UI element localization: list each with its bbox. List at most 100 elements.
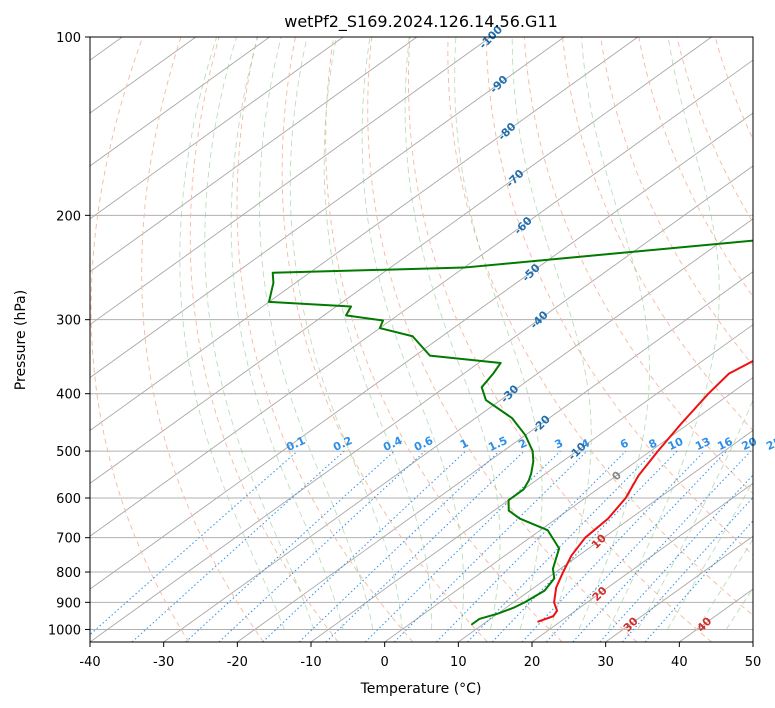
- isotherm-line: [237, 271, 753, 642]
- isotherm-line: [458, 429, 753, 642]
- moist-adiabat-line: [696, 538, 753, 630]
- isotherm-line: [605, 535, 753, 642]
- mixing-ratio-line: [491, 450, 678, 642]
- moist-adiabat-line: [637, 399, 753, 630]
- isotherm-label: 20: [590, 584, 610, 604]
- mixing-ratio-label: 10: [666, 435, 686, 453]
- y-tick-label: 900: [56, 596, 81, 611]
- plot-frame: [89, 36, 754, 643]
- mixing-ratio-line: [90, 450, 298, 636]
- x-tick-label: -30: [153, 655, 174, 670]
- mixing-ratio-label: 8: [647, 436, 659, 451]
- isotherm-label: -20: [530, 412, 553, 435]
- isotherm-label: -80: [495, 120, 518, 143]
- isotherm-line: [90, 59, 753, 537]
- x-tick-label: -10: [300, 655, 321, 670]
- isotherm-line: [90, 37, 491, 326]
- dry-adiabat-line: [281, 37, 488, 642]
- y-tick-label: 800: [56, 566, 81, 581]
- moist-adiabat-line: [404, 37, 501, 630]
- y-tick-label: 600: [56, 492, 81, 507]
- isotherm-label: 30: [621, 614, 641, 634]
- x-tick-label: 30: [597, 655, 614, 670]
- mixing-ratio-line: [599, 474, 753, 642]
- x-tick-label: -20: [227, 655, 248, 670]
- dry-adiabat-line: [600, 37, 753, 367]
- dry-adiabat-line: [523, 37, 753, 495]
- moist-adiabat-line: [511, 37, 592, 630]
- moist-adiabat-line: [179, 37, 285, 630]
- chart-title: wetPf2_S169.2024.126.14.56.G11: [284, 12, 558, 32]
- x-axis-label: Temperature (°C): [360, 681, 482, 697]
- isotherm-line: [310, 324, 753, 642]
- mixing-ratio-line: [545, 450, 727, 642]
- dry-adiabat-line: [236, 37, 414, 642]
- y-tick-label: 100: [56, 31, 81, 46]
- y-tick-label: 500: [56, 445, 81, 460]
- dry-adiabat-line: [447, 37, 753, 616]
- dry-adiabat-line: [325, 37, 563, 642]
- isotherm-label: -30: [498, 382, 521, 405]
- dry-adiabat-line: [407, 37, 712, 642]
- isotherm-line: [384, 376, 753, 642]
- x-tick-label: -40: [79, 655, 100, 670]
- mixing-ratio-line: [467, 450, 655, 642]
- isotherm-label: 40: [694, 614, 714, 634]
- y-tick-label: 1000: [48, 623, 81, 638]
- moist-adiabat-line: [204, 37, 315, 630]
- x-tick-label: 10: [450, 655, 467, 670]
- mixing-ratio-line: [436, 450, 627, 642]
- dry-adiabat-line: [562, 37, 753, 432]
- moist-adiabat-line: [259, 37, 374, 630]
- y-tick-label: 700: [56, 532, 81, 547]
- mixing-ratio-line: [262, 450, 467, 642]
- y-axis-label: Pressure (hPa): [13, 290, 29, 390]
- isotherm-line: [679, 588, 753, 642]
- isotherm-label: -60: [512, 214, 535, 237]
- x-tick-label: 0: [381, 655, 389, 670]
- mixing-ratio-label: 16: [715, 435, 735, 453]
- dry-adiabat-line: [367, 37, 638, 642]
- mixing-ratio-line: [131, 450, 345, 642]
- mixing-ratio-line: [644, 520, 753, 642]
- isotherm-line: [90, 37, 418, 273]
- moist-adiabat-line: [578, 37, 650, 630]
- y-tick-label: 300: [56, 314, 81, 329]
- mixing-ratio-label: 25: [764, 435, 775, 453]
- isotherm-line: [90, 37, 639, 431]
- y-tick-label: 200: [56, 209, 81, 224]
- isotherm-line: [90, 37, 197, 114]
- mixing-ratio-line: [218, 450, 426, 642]
- dry-adiabat-line: [90, 37, 190, 642]
- isotherm-line: [90, 37, 344, 220]
- mixing-ratio-line: [185, 450, 395, 642]
- isotherm-line: [90, 37, 712, 484]
- moist-adiabat-line: [608, 37, 720, 630]
- mixing-ratio-label: 3: [553, 436, 565, 451]
- isotherm-line: [163, 218, 753, 642]
- isotherm-line: [752, 641, 753, 642]
- mixing-ratio-label: 6: [618, 436, 631, 451]
- isotherm-line: [90, 37, 270, 167]
- isotherm-label: -70: [503, 167, 526, 190]
- x-tick-label: 50: [745, 655, 762, 670]
- moist-adiabat-line: [454, 37, 543, 630]
- mixing-ratio-line: [393, 450, 588, 642]
- isotherm-line: [531, 482, 753, 642]
- x-tick-label: 40: [671, 655, 688, 670]
- mixing-ratio-line: [325, 450, 525, 642]
- isotherm-label: 0: [609, 468, 624, 483]
- mixing-ratio-label: 13: [693, 435, 712, 453]
- mixing-ratio-line: [298, 450, 500, 642]
- dry-adiabat-line: [676, 37, 753, 224]
- isotherm-line: [90, 165, 753, 642]
- mixing-ratio-line: [572, 450, 752, 642]
- mixing-ratio-line: [621, 496, 753, 642]
- temperature-profile-line: [537, 359, 753, 623]
- moist-adiabat-line: [361, 37, 465, 630]
- moist-adiabat-line: [323, 37, 433, 630]
- dry-adiabat-line: [752, 37, 753, 38]
- dewpoint-profile-line: [267, 239, 753, 626]
- mixing-ratio-label: 1: [458, 436, 470, 451]
